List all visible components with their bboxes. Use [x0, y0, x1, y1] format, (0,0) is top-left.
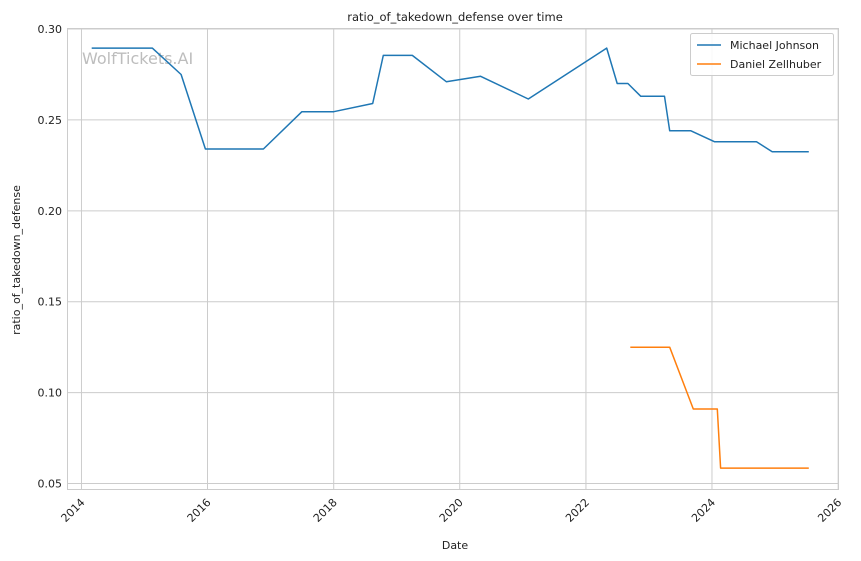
y-tick-label: 0.10 — [38, 387, 63, 400]
x-tick-label: 2026 — [815, 496, 844, 525]
x-tick-label: 2020 — [437, 496, 466, 525]
series-line-daniel-zellhuber — [630, 346, 809, 469]
series-line-michael-johnson — [91, 47, 809, 153]
legend: Michael Johnson Daniel Zellhuber — [690, 33, 834, 76]
y-tick-label: 0.20 — [38, 205, 63, 218]
y-axis-title: ratio_of_takedown_defense — [10, 185, 23, 335]
x-tick-label: 2014 — [59, 496, 88, 525]
x-tick-label: 2024 — [689, 496, 718, 525]
chart-title: ratio_of_takedown_defense over time — [347, 10, 563, 24]
x-tick-label: 2016 — [185, 496, 214, 525]
plot-area — [67, 28, 839, 490]
x-tick-label: 2022 — [563, 496, 592, 525]
y-tick-label: 0.25 — [38, 114, 63, 127]
series-group — [91, 47, 809, 469]
x-tick-label: 2018 — [311, 496, 340, 525]
x-axis-title: Date — [442, 539, 469, 552]
legend-box — [690, 33, 834, 76]
legend-label: Daniel Zellhuber — [730, 58, 822, 71]
y-tick-label: 0.15 — [38, 296, 63, 309]
y-tick-label: 0.30 — [38, 23, 63, 36]
legend-label: Michael Johnson — [730, 39, 819, 52]
watermark: WolfTickets.AI — [82, 49, 193, 68]
y-tick-label: 0.05 — [38, 478, 63, 491]
